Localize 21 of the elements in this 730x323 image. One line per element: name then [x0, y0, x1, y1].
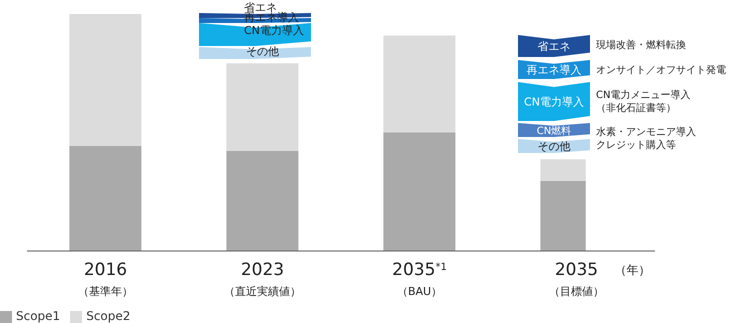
annotation: 水素・アンモニア導入 — [596, 126, 696, 138]
annotation: CN電力導入 — [524, 96, 584, 108]
annotation: （非化石証書等） — [596, 102, 676, 114]
annotation: 現場改善・燃料転換 — [596, 39, 686, 51]
x-tick-label: 2023 （直近実績値） — [224, 260, 301, 298]
annotation: オンサイト／オフサイト発電 — [596, 65, 726, 76]
legend-label: Scope2 — [86, 309, 130, 323]
annotation: CN電力メニュー導入 — [596, 89, 690, 101]
annotation: その他 — [246, 45, 279, 58]
annotation: 省エネ — [538, 40, 570, 53]
x-tick-label: 2016 （基準年） — [78, 260, 133, 298]
x-axis-title: （年） — [614, 263, 650, 277]
annotation: 再エネ導入 — [526, 64, 582, 76]
annotation: CN電力導入 — [244, 24, 304, 37]
text: 省エネ — [244, 1, 277, 14]
category-label: 2035$^{*1}$ （BAU） — [392, 260, 447, 298]
annotation: CN燃料 — [536, 125, 572, 137]
annotation: クレジット購入等 — [596, 139, 676, 151]
legend-label: Scope1 — [16, 309, 60, 323]
annotation: その他 — [538, 140, 570, 153]
x-tick-label: 2035 （目標値） — [549, 260, 604, 298]
